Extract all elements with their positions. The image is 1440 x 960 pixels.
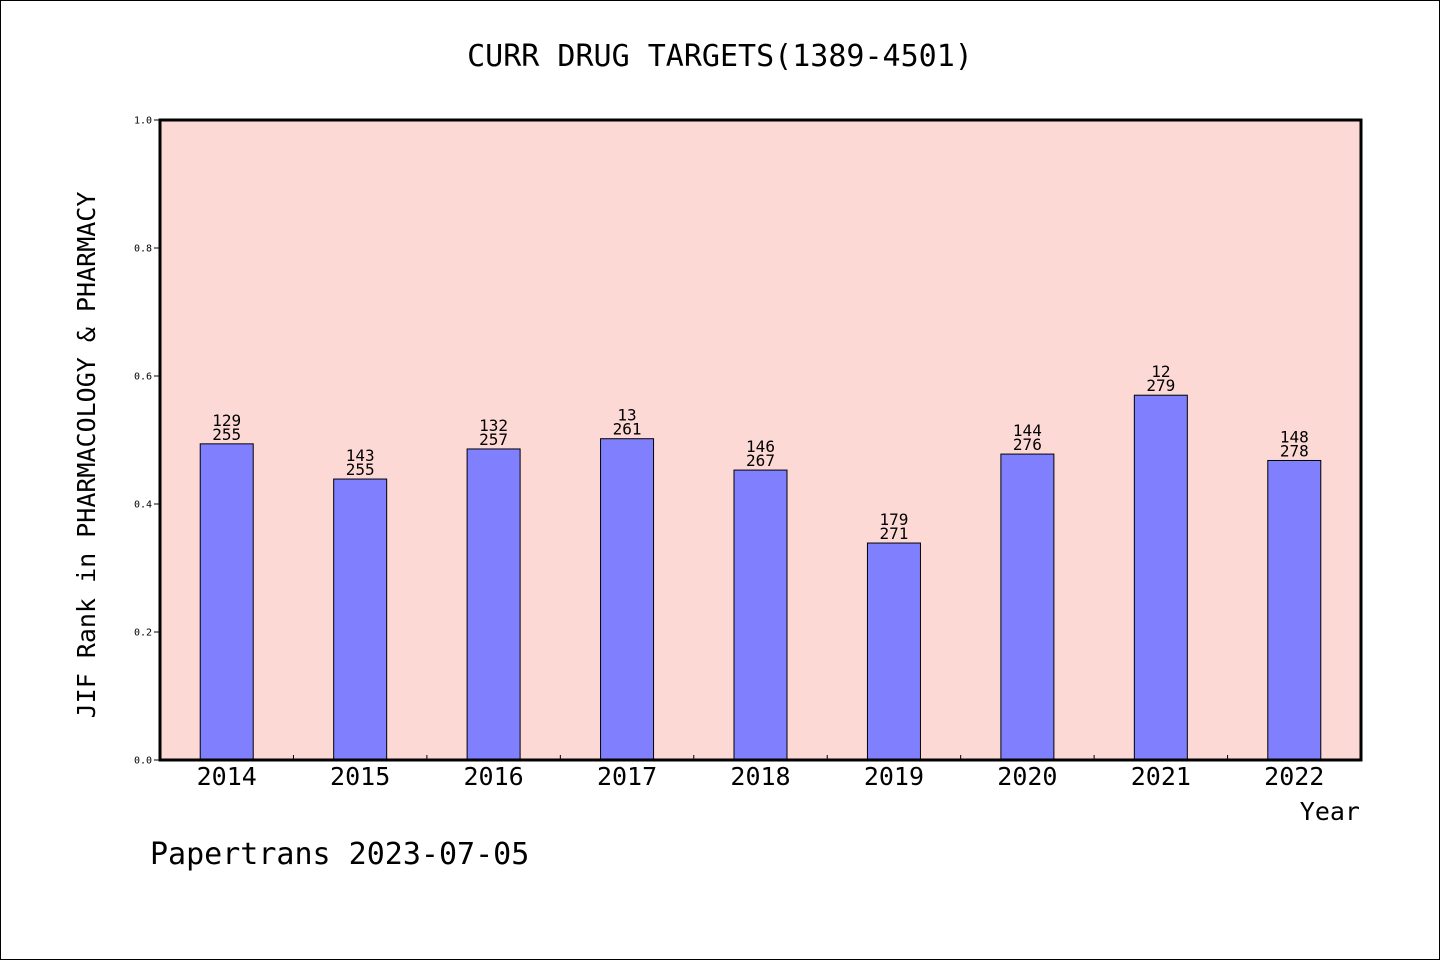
x-tick-label-2016: 2016 [464, 762, 524, 791]
total-label-2020: 276 [1013, 435, 1042, 454]
rank-label-2018: 146 [746, 437, 775, 456]
y-tick-label: 0.8 [134, 244, 152, 255]
rank-label-2017: 13 [617, 406, 636, 425]
y-tick-label: 0.2 [134, 628, 152, 639]
total-label-2017: 261 [613, 420, 642, 439]
total-label-2018: 267 [746, 451, 775, 470]
x-axis-ticks: 2014 2015 2016 2017 2018 2019 2020 2021 2022 [197, 755, 1324, 791]
y-axis-ticks: 0.0 0.2 0.4 0.6 0.8 1.0 [134, 116, 160, 767]
y-tick-label: 0.4 [134, 500, 152, 511]
bar-2020 [1000, 453, 1055, 761]
total-label-2016: 257 [479, 430, 508, 449]
bar-2014 [199, 443, 254, 761]
rank-label-2014: 129 [212, 411, 241, 430]
x-tick-label-2019: 2019 [864, 762, 924, 791]
bar-2016 [466, 448, 521, 761]
x-tick-label-2020: 2020 [997, 762, 1057, 791]
data-labels: 1292551432551322571326114626717927114427… [212, 362, 1308, 543]
total-label-2019: 271 [879, 524, 908, 543]
rank-label-2020: 144 [1013, 421, 1042, 440]
x-axis-label: Year [1300, 797, 1360, 826]
rank-label-2016: 132 [479, 416, 508, 435]
rank-label-2015: 143 [346, 446, 375, 465]
x-tick-label-2021: 2021 [1131, 762, 1191, 791]
total-label-2014: 255 [212, 425, 241, 444]
bars-group [199, 394, 1322, 761]
x-tick-label-2015: 2015 [330, 762, 390, 791]
plot-border [158, 118, 1363, 762]
rank-label-2019: 179 [879, 510, 908, 529]
bar-2022 [1267, 459, 1322, 761]
total-label-2015: 255 [346, 460, 375, 479]
y-tick-label: 0.6 [134, 372, 152, 383]
bar-2017 [600, 438, 655, 761]
x-tick-label-2018: 2018 [730, 762, 790, 791]
x-tick-label-2022: 2022 [1264, 762, 1324, 791]
y-tick-label: 0.0 [134, 756, 152, 767]
y-tick-label: 1.0 [134, 116, 152, 127]
rank-label-2022: 148 [1280, 427, 1309, 446]
x-tick-label-2014: 2014 [197, 762, 257, 791]
bar-2021 [1133, 394, 1188, 761]
x-tick-label-2017: 2017 [597, 762, 657, 791]
chart-title: CURR DRUG TARGETS(1389-4501) [467, 39, 973, 74]
total-label-2021: 279 [1146, 376, 1175, 395]
bar-2018 [733, 469, 788, 761]
total-label-2022: 278 [1280, 441, 1309, 460]
y-axis-label: JIF Rank in PHARMACOLOGY & PHARMACY [72, 192, 101, 719]
rank-label-2021: 12 [1151, 362, 1170, 381]
footer-text: Papertrans 2023-07-05 [150, 837, 529, 872]
bar-2019 [866, 542, 921, 761]
bar-2015 [333, 478, 388, 761]
